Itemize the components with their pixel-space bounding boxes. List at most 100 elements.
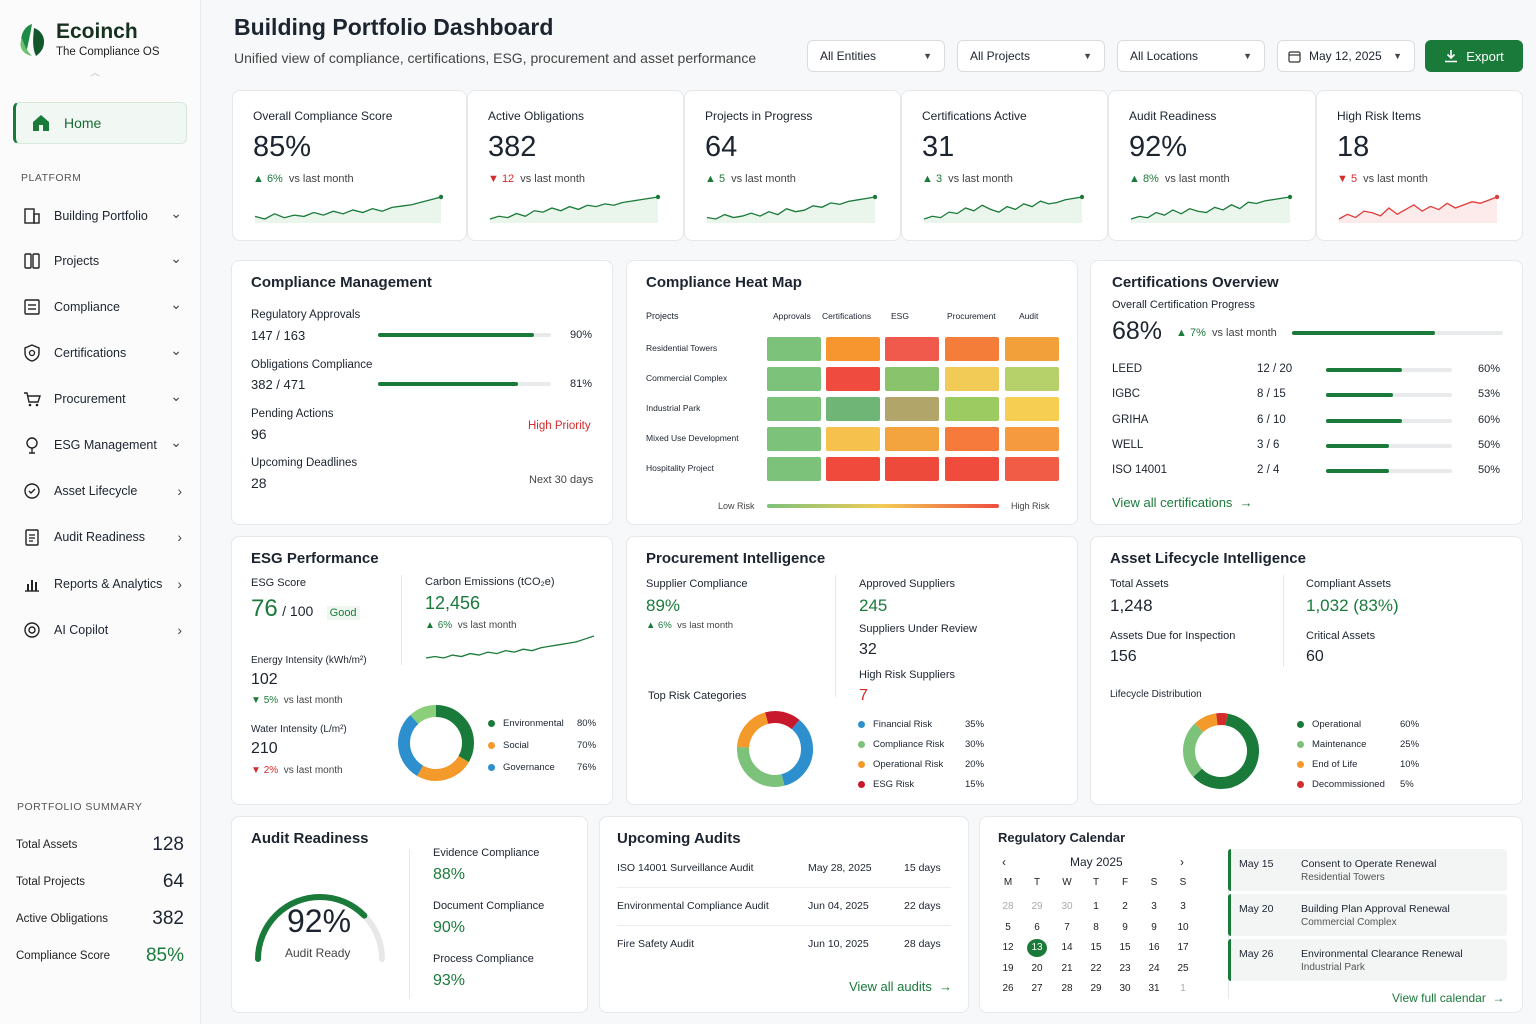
kpi-card[interactable]: Audit Readiness 92% ▲ 8% vs last month [1108,90,1316,241]
kpi-card[interactable]: High Risk Items 18 ▼ 5 vs last month [1316,90,1523,241]
heatmap-cell[interactable] [826,337,880,361]
heatmap-cell[interactable] [826,427,880,451]
heatmap-cell[interactable] [767,457,821,481]
heatmap-cell[interactable] [826,397,880,421]
nav-item-reports-analytics[interactable]: Reports & Analytics › [22,569,188,599]
view-certifications-link[interactable]: View all certifications → [1112,495,1253,510]
filter-entities[interactable]: All Entities ▼ [807,40,945,72]
legend-pct: 15% [965,779,985,790]
event-sub: Commercial Complex [1301,917,1397,928]
audit-item-value: 90% [433,919,466,936]
calendar-day[interactable]: 6 [1034,921,1040,933]
calendar-day[interactable]: 31 [1148,983,1160,994]
calendar-day[interactable]: 19 [1002,962,1014,974]
calendar-day[interactable]: 1 [1180,983,1186,994]
heatmap-cell[interactable] [1005,397,1059,421]
export-button[interactable]: Export [1425,40,1523,72]
nav-item-certifications[interactable]: Certifications ⌄ [22,338,188,368]
calendar-day[interactable]: 2 [1122,901,1128,912]
nav-item-building-portfolio[interactable]: Building Portfolio ⌄ [22,201,188,231]
calendar-day[interactable]: 10 [1177,921,1189,933]
calendar-day[interactable]: 5 [1005,921,1011,933]
heatmap-cell[interactable] [945,427,999,451]
calendar-day[interactable]: 23 [1119,962,1131,974]
nav-item-esg-management[interactable]: ESG Management ⌄ [22,430,188,460]
calendar-day[interactable]: 20 [1031,962,1043,974]
nav-item-procurement[interactable]: Procurement ⌄ [22,384,188,414]
kpi-card[interactable]: Active Obligations 382 ▼ 12 vs last month [467,90,684,241]
calendar-day[interactable]: 27 [1031,983,1043,994]
heatmap-cell[interactable] [885,337,939,361]
heatmap-cell[interactable] [945,397,999,421]
collapse-icon[interactable]: ︿ [90,68,100,79]
kpi-card[interactable]: Certifications Active 31 ▲ 3 vs last month [901,90,1108,241]
filter-projects[interactable]: All Projects ▼ [957,40,1105,72]
heatmap-cell[interactable] [767,427,821,451]
date-picker[interactable]: May 12, 2025 ▼ [1277,40,1415,72]
calendar-day[interactable]: 3 [1180,901,1186,912]
heatmap-cell[interactable] [945,457,999,481]
view-calendar-link[interactable]: View full calendar → [1392,991,1505,1005]
nav-item-asset-lifecycle[interactable]: Asset Lifecycle › [22,476,188,506]
calendar-event[interactable]: May 20 Building Plan Approval Renewal Comm… [1228,894,1507,936]
calendar-day[interactable]: 15 [1119,942,1131,953]
calendar-day[interactable]: 8 [1093,921,1099,933]
heatmap-cell[interactable] [826,457,880,481]
calendar-day[interactable]: 1 [1093,901,1099,912]
calendar-day[interactable]: 28 [1061,983,1073,994]
calendar-day[interactable]: 14 [1061,942,1073,953]
heatmap-cell[interactable] [767,397,821,421]
heatmap-cell[interactable] [1005,457,1059,481]
heatmap-cell[interactable] [945,337,999,361]
audit-row[interactable]: Environmental Compliance Audit Jun 04, 20… [600,900,968,930]
view-audits-link[interactable]: View all audits → [849,979,952,994]
calendar-day[interactable]: 16 [1148,942,1160,953]
nav-home[interactable]: Home [13,102,187,144]
calendar-day[interactable]: 24 [1148,962,1160,974]
heatmap-cell[interactable] [885,457,939,481]
calendar-day[interactable]: 30 [1061,901,1073,912]
calendar-day[interactable]: 12 [1002,942,1014,953]
heatmap-cell[interactable] [1005,427,1059,451]
calendar-day[interactable]: 17 [1177,942,1189,953]
calendar-day[interactable]: 7 [1064,921,1070,933]
kpi-card[interactable]: Overall Compliance Score 85% ▲ 6% vs last m… [232,90,467,241]
next-month-icon[interactable]: › [1180,855,1184,869]
calendar-day[interactable]: 22 [1090,962,1102,974]
heatmap-cell[interactable] [1005,367,1059,391]
calendar-day-selected[interactable]: 13 [1027,939,1047,957]
calendar-day[interactable]: 3 [1151,901,1157,912]
calendar-day[interactable]: 21 [1061,962,1073,974]
nav-item-audit-readiness[interactable]: Audit Readiness › [22,522,188,552]
nav-item-ai-copilot[interactable]: AI Copilot › [22,615,188,645]
calendar-day[interactable]: 30 [1119,983,1131,994]
heatmap-cell[interactable] [767,367,821,391]
heatmap-cell[interactable] [1005,337,1059,361]
kpi-card[interactable]: Projects in Progress 64 ▲ 5 vs last month [684,90,901,241]
event-date: May 26 [1239,948,1274,960]
heatmap-cell[interactable] [885,427,939,451]
heatmap-cell[interactable] [767,337,821,361]
calendar-day[interactable]: 29 [1090,983,1102,994]
audit-row[interactable]: Fire Safety Audit Jun 10, 2025 28 days [600,938,968,968]
calendar-day[interactable]: 9 [1122,921,1128,933]
calendar-day[interactable]: 29 [1031,901,1043,912]
heatmap-cell[interactable] [945,367,999,391]
nav-item-compliance[interactable]: Compliance ⌄ [22,292,188,322]
heatmap-cell[interactable] [885,367,939,391]
calendar-day[interactable]: 25 [1177,962,1189,974]
operational-risk-segment [737,711,813,787]
heatmap-cell[interactable] [826,367,880,391]
calendar-day[interactable]: 9 [1151,921,1157,933]
calendar-day[interactable]: 26 [1002,983,1014,994]
audit-row[interactable]: ISO 14001 Surveillance Audit May 28, 2025… [600,862,968,892]
calendar-event[interactable]: May 26 Environmental Clearance Renewal Ind… [1228,939,1507,981]
prev-month-icon[interactable]: ‹ [1002,855,1006,869]
calendar-day[interactable]: 28 [1002,901,1014,912]
calendar-event[interactable]: May 15 Consent to Operate Renewal Resident… [1228,849,1507,891]
nav-item-projects[interactable]: Projects ⌄ [22,246,188,276]
filter-locations[interactable]: All Locations ▼ [1117,40,1265,72]
heatmap-cell[interactable] [885,397,939,421]
calendar-day[interactable]: 15 [1090,942,1102,953]
brand[interactable]: Ecoinch The Compliance OS [16,20,160,60]
